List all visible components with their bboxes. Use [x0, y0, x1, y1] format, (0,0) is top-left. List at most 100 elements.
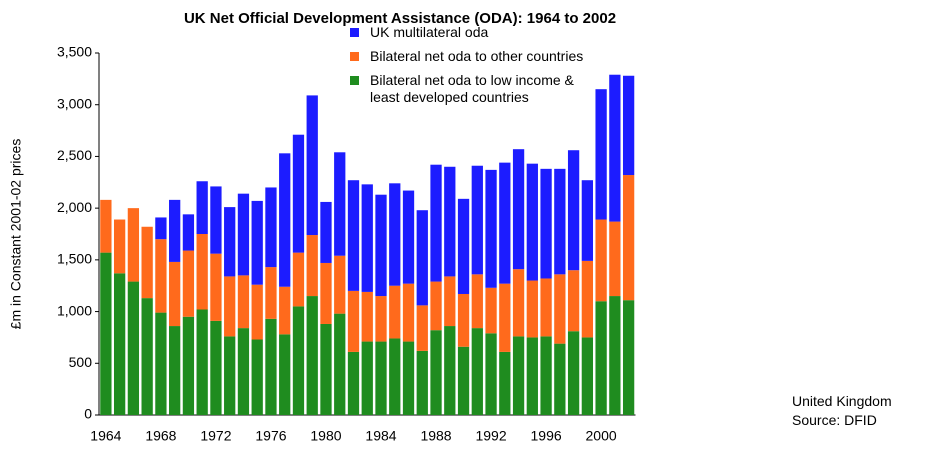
- bar-segment: [320, 323, 332, 415]
- y-tick-label: 2,500: [57, 147, 92, 163]
- x-tick-label: 1972: [200, 428, 231, 444]
- bar-segment: [127, 208, 140, 282]
- legend-entry: UK multilateral oda: [350, 24, 595, 41]
- bar-segment: [471, 274, 483, 329]
- bar-segment: [251, 284, 263, 340]
- bar-segment: [251, 339, 263, 415]
- bar-segment: [581, 260, 593, 338]
- bar-segment: [622, 75, 635, 176]
- bar-segment: [499, 162, 511, 284]
- bar-segment: [595, 301, 607, 415]
- bar-segment: [265, 318, 277, 415]
- bar-segment: [141, 298, 153, 415]
- bar-segment: [457, 198, 470, 294]
- legend: UK multilateral oda Bilateral net oda to …: [350, 24, 595, 113]
- bar-segment: [457, 293, 470, 347]
- bar-segment: [279, 334, 291, 415]
- bar-segment: [485, 169, 497, 288]
- bar-segment: [595, 89, 607, 220]
- bar-segment: [224, 276, 236, 337]
- bar-segment: [499, 351, 511, 415]
- bar-segment: [430, 281, 442, 331]
- bar-segment: [265, 267, 277, 319]
- bar-segment: [306, 296, 318, 415]
- bar-segment: [444, 326, 456, 415]
- bar-segment: [320, 262, 332, 324]
- bar-segment: [279, 286, 291, 335]
- bar-segment: [169, 261, 181, 327]
- legend-swatch: [350, 52, 359, 61]
- bar-segment: [361, 341, 373, 415]
- bar-segment: [389, 338, 401, 415]
- bar-segment: [444, 166, 456, 277]
- bar-segment: [581, 337, 593, 415]
- bar-segment: [581, 180, 593, 261]
- bar-segment: [595, 219, 607, 302]
- y-tick-label: 1,500: [57, 251, 92, 267]
- y-tick-label: 3,500: [57, 44, 92, 60]
- y-tick-label: 1,000: [57, 302, 92, 318]
- x-tick-label: 1988: [420, 428, 451, 444]
- bar-segment: [292, 134, 305, 253]
- bar-segment: [471, 165, 483, 275]
- legend-entry: Bilateral net oda to other countries: [350, 48, 595, 65]
- y-tick-label: 2,000: [57, 199, 92, 215]
- bar-segment: [389, 183, 401, 286]
- bar-segment: [196, 234, 208, 310]
- bar-segment: [375, 194, 387, 297]
- bar-segment: [100, 199, 112, 253]
- bar-segment: [540, 336, 552, 415]
- bar-segment: [237, 328, 250, 415]
- bar-segment: [485, 287, 497, 334]
- bar-segment: [127, 281, 140, 415]
- bar-segment: [540, 278, 552, 337]
- bar-segment: [224, 207, 236, 277]
- bar-segment: [471, 328, 483, 415]
- bar-segment: [334, 152, 346, 256]
- bar-segment: [155, 312, 167, 415]
- bar-segment: [141, 226, 153, 299]
- bar-segment: [182, 316, 195, 415]
- bar-segment: [526, 337, 538, 415]
- x-tick-label: 1968: [145, 428, 176, 444]
- bar-segment: [306, 95, 318, 236]
- chart-title: UK Net Official Development Assistance (…: [184, 10, 616, 27]
- bar-segment: [512, 336, 525, 415]
- bar-segment: [402, 190, 415, 284]
- bar-segment: [402, 341, 415, 415]
- x-tick-label: 1996: [531, 428, 562, 444]
- bar-segment: [224, 336, 236, 415]
- bar-segment: [334, 313, 346, 415]
- y-tick-label: 0: [84, 406, 92, 422]
- bar-segment: [609, 74, 621, 222]
- bar-segment: [416, 305, 428, 351]
- bar-segment: [457, 346, 470, 415]
- bar-segment: [251, 200, 263, 285]
- legend-label: UK multilateral oda: [370, 24, 489, 40]
- bar-segment: [237, 275, 250, 329]
- bar-segment: [512, 269, 525, 337]
- bar-segment: [512, 149, 525, 270]
- bar-segment: [210, 253, 222, 321]
- bar-segment: [347, 180, 360, 291]
- bar-segment: [196, 181, 208, 234]
- bar-segment: [113, 219, 126, 274]
- bar-segment: [485, 333, 497, 415]
- x-tick-label: 1992: [475, 428, 506, 444]
- bar-segment: [402, 283, 415, 342]
- note: United Kingdom: [792, 393, 892, 409]
- bar-segment: [499, 283, 511, 352]
- bar-segment: [306, 235, 318, 297]
- y-axis-title: £m in Constant 2001-02 prices: [8, 139, 24, 330]
- bar-segment: [292, 306, 305, 415]
- bar-segment: [416, 350, 428, 415]
- x-tick-label: 1984: [365, 428, 396, 444]
- bar-segment: [265, 187, 277, 268]
- bar-segment: [622, 175, 635, 301]
- y-tick-label: 3,000: [57, 95, 92, 111]
- legend-swatch: [350, 76, 359, 85]
- bar-segment: [237, 193, 250, 276]
- bar-segment: [182, 250, 195, 317]
